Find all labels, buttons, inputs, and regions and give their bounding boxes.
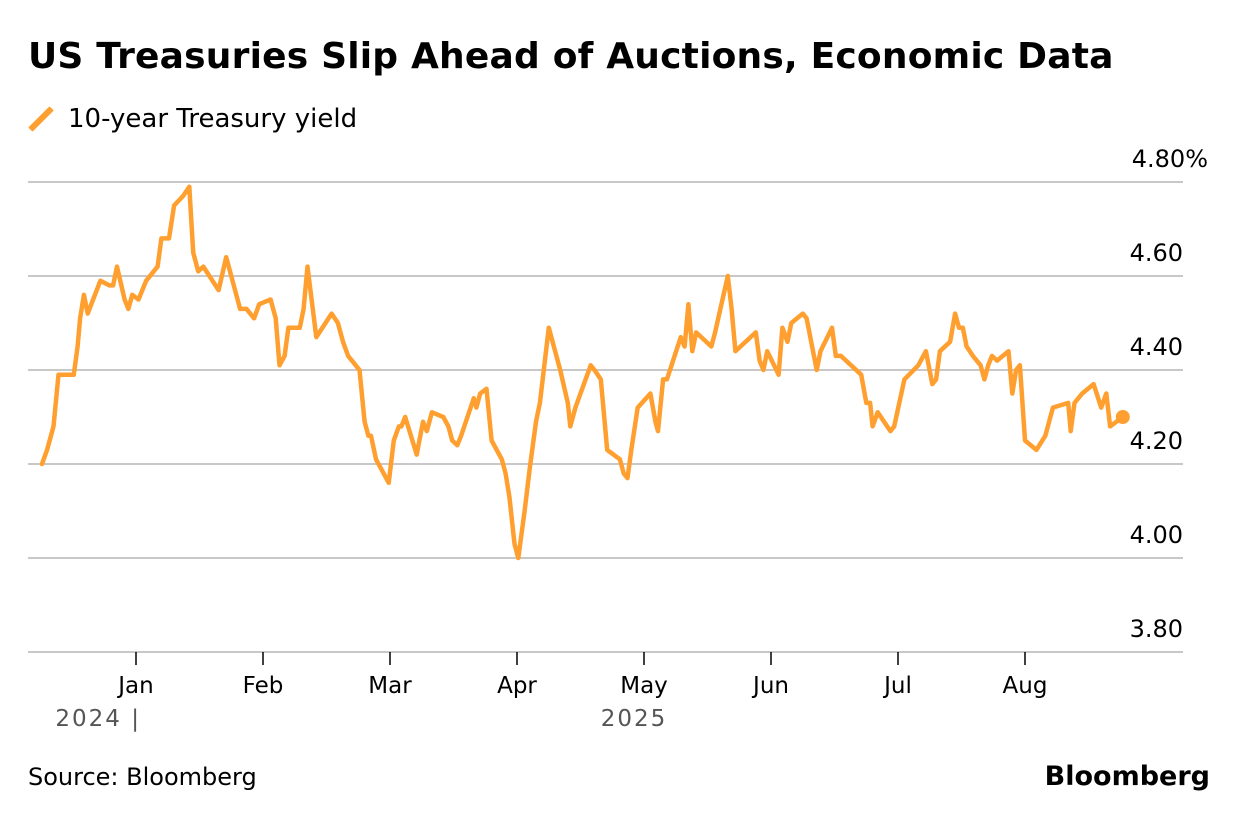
chart-title: US Treasuries Slip Ahead of Auctions, Ec… [28, 36, 1114, 77]
source-note: Source: Bloomberg [28, 763, 257, 791]
x-tick-label: Apr [497, 673, 537, 699]
y-tick-label: 4.80% [1132, 145, 1208, 173]
x-tick-label: May [620, 673, 668, 699]
x-tick-label: Jan [116, 673, 153, 699]
x-tick-label: Jun [751, 673, 789, 699]
y-axis-labels: 4.80% 4.60 4.40 4.20 4.00 3.80 [1130, 145, 1208, 643]
brand-logo: Bloomberg [1044, 761, 1210, 792]
y-tick-label: 4.60 [1130, 239, 1183, 267]
x-tick-label: Mar [368, 673, 412, 699]
x-tick-label: Jul [882, 673, 912, 699]
x-year-label: 2025 [601, 706, 668, 732]
series-layer [39, 184, 1130, 561]
gridlines [28, 181, 1183, 653]
y-tick-label: 4.20 [1130, 427, 1183, 455]
y-tick-label: 4.00 [1130, 521, 1183, 549]
x-tick-label: Feb [243, 673, 284, 699]
y-tick-label: 3.80 [1130, 615, 1183, 643]
last-value-marker [1115, 410, 1130, 424]
x-tick-label: Aug [1003, 673, 1048, 699]
x-axis: Jan Feb Mar Apr May Jun Jul Aug 2024 | 2025 [55, 652, 1047, 732]
legend-label: 10-year Treasury yield [68, 104, 358, 134]
legend: 10-year Treasury yield [28, 104, 357, 134]
series-line-10y-yield [39, 184, 1126, 561]
x-year-label: 2024 | [55, 706, 141, 732]
y-tick-label: 4.40 [1130, 333, 1183, 361]
